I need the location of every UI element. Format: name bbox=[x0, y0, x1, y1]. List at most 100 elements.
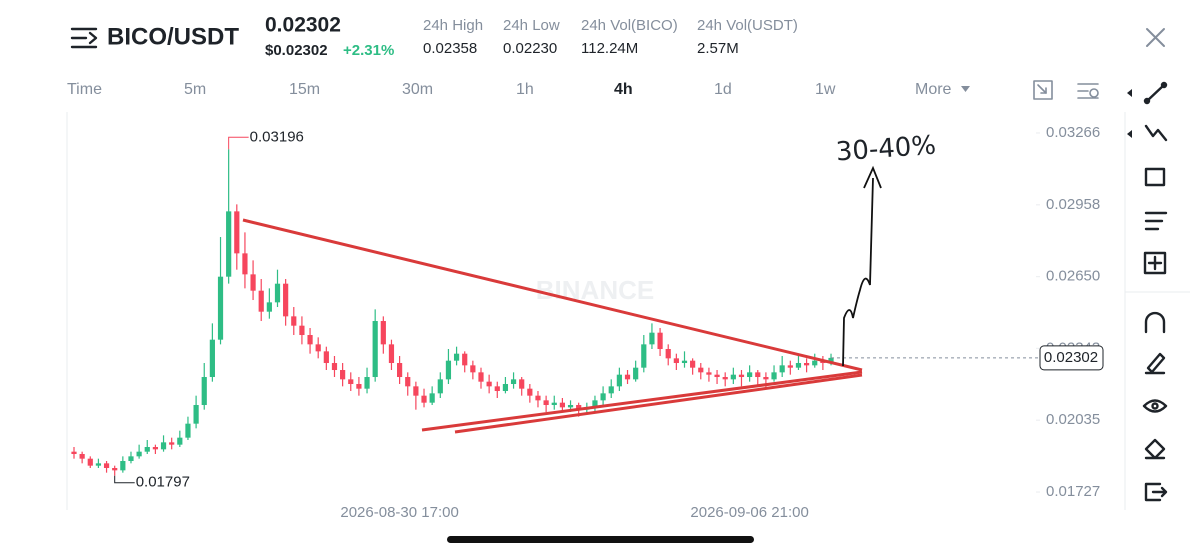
candle-body bbox=[690, 360, 696, 368]
candle-body bbox=[763, 377, 769, 380]
candle-body bbox=[421, 395, 427, 403]
candle-body bbox=[600, 393, 606, 401]
x-tick-label: 2026-08-30 17:00 bbox=[340, 504, 458, 521]
candle-body bbox=[234, 211, 240, 254]
candle-body bbox=[209, 339, 215, 378]
last-price-label: 0.02302 bbox=[1044, 349, 1098, 366]
interval-tab[interactable]: More bbox=[915, 81, 952, 98]
candle-body bbox=[698, 367, 704, 373]
candle-body bbox=[160, 442, 167, 450]
candle-body bbox=[462, 353, 468, 366]
candle-body bbox=[144, 447, 150, 452]
candle-body bbox=[258, 290, 264, 312]
candle-body bbox=[87, 458, 93, 466]
handwritten-note: 30-40% bbox=[835, 131, 937, 168]
candle-body bbox=[331, 363, 338, 371]
candle-body bbox=[307, 335, 313, 345]
candle-body bbox=[502, 384, 509, 392]
candle-body bbox=[71, 451, 77, 455]
candle-body bbox=[266, 302, 272, 312]
candle-body bbox=[828, 357, 834, 364]
candle-body bbox=[551, 402, 557, 406]
price-change: +2.31% bbox=[343, 42, 394, 59]
candle-body bbox=[128, 456, 134, 462]
high-marker bbox=[228, 136, 249, 150]
price-usd: $0.02302 bbox=[265, 42, 328, 59]
toolbar-icons[interactable] bbox=[1033, 80, 1099, 100]
candle-body bbox=[486, 381, 492, 387]
candle-body bbox=[364, 377, 370, 389]
candle-body bbox=[649, 332, 655, 345]
low-marker bbox=[114, 475, 135, 484]
candle-body bbox=[315, 344, 321, 352]
y-tick-label: 0.02958 bbox=[1046, 196, 1100, 213]
candle-body bbox=[226, 211, 232, 277]
candle-body bbox=[787, 365, 793, 368]
candle-body bbox=[372, 321, 378, 378]
candle-body bbox=[413, 386, 419, 396]
interval-tab[interactable]: 5m bbox=[184, 81, 206, 98]
stat-value: 112.24M bbox=[581, 40, 638, 57]
arrow-head bbox=[863, 165, 882, 189]
candle-body bbox=[445, 360, 452, 380]
interval-tab[interactable]: 1h bbox=[516, 81, 534, 98]
candle-body bbox=[616, 374, 622, 387]
candle-body bbox=[356, 384, 362, 389]
candle-body bbox=[242, 253, 248, 275]
candle-body bbox=[291, 316, 297, 326]
y-tick-label: 0.02650 bbox=[1046, 268, 1100, 285]
candle-body bbox=[380, 321, 386, 345]
candle-body bbox=[755, 372, 761, 378]
y-tick-label: 0.01727 bbox=[1046, 483, 1100, 500]
candle-body bbox=[136, 451, 142, 457]
candle-body bbox=[804, 363, 810, 366]
candle-body bbox=[527, 388, 533, 396]
interval-tab[interactable]: 30m bbox=[402, 81, 433, 98]
candle-body bbox=[657, 332, 663, 350]
interval-tab[interactable]: 1w bbox=[815, 81, 836, 98]
candle-body bbox=[665, 349, 671, 359]
candle-body bbox=[397, 363, 403, 378]
candle-body bbox=[79, 454, 85, 459]
candle-body bbox=[340, 370, 346, 380]
candle-body bbox=[494, 386, 500, 392]
candle-body bbox=[624, 374, 631, 380]
menu-icon[interactable] bbox=[70, 27, 98, 49]
high-label: 0.03196 bbox=[250, 128, 304, 145]
candle-body bbox=[217, 276, 224, 340]
candle-body bbox=[608, 386, 614, 394]
candle-body bbox=[437, 379, 443, 394]
candle-body bbox=[152, 447, 158, 450]
candle-body bbox=[283, 283, 289, 317]
candle-body bbox=[576, 405, 582, 410]
candle-body bbox=[112, 468, 118, 471]
interval-tab[interactable]: 1d bbox=[714, 81, 732, 98]
candle-body bbox=[812, 360, 818, 366]
candle-body bbox=[323, 351, 329, 364]
candle-body bbox=[567, 405, 574, 408]
interval-tab[interactable]: 4h bbox=[614, 81, 633, 98]
home-indicator bbox=[447, 536, 754, 543]
interval-tab[interactable]: 15m bbox=[289, 81, 320, 98]
candle-body bbox=[592, 400, 598, 408]
candle-body bbox=[559, 402, 565, 408]
candle-body bbox=[429, 393, 435, 403]
candle-body bbox=[95, 463, 102, 466]
interval-tab[interactable]: Time bbox=[67, 81, 102, 98]
candle-body bbox=[103, 463, 110, 469]
stat-label: 24h Vol(USDT) bbox=[697, 17, 798, 34]
candle-body bbox=[185, 423, 191, 438]
stat-label: 24h Vol(BICO) bbox=[581, 17, 678, 34]
close-icon[interactable] bbox=[1146, 28, 1165, 47]
candle-body bbox=[274, 283, 281, 303]
candle-body bbox=[681, 360, 688, 364]
candle-body bbox=[519, 379, 525, 389]
stat-label: 24h Low bbox=[503, 17, 560, 34]
candle-body bbox=[771, 372, 777, 380]
candle-body bbox=[201, 377, 207, 406]
candle-body bbox=[250, 274, 256, 291]
candle-body bbox=[470, 365, 476, 373]
drawing-tools[interactable] bbox=[1127, 81, 1168, 502]
